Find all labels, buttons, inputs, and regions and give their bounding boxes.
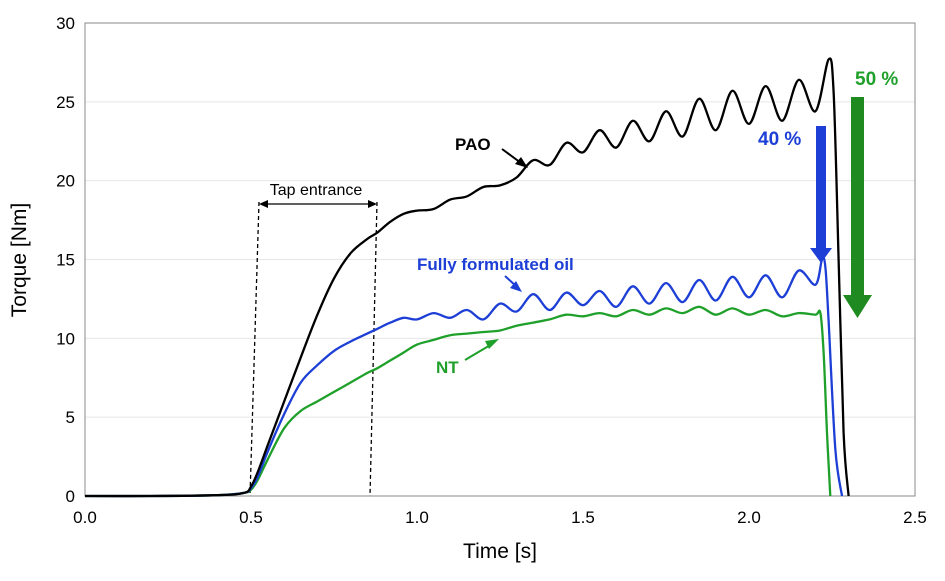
y-tick-label: 0 [66,487,75,506]
ffo-annotation: Fully formulated oil [417,255,574,292]
pao-label: PAO [455,135,491,154]
ffo-label: Fully formulated oil [417,255,574,274]
x-axis-title: Time [s] [463,540,537,563]
y-tick-label: 10 [56,329,75,348]
x-tick-label: 2.5 [903,508,927,527]
y-axis-title: Torque [Nm] [8,203,31,317]
series-line-nt [84,305,832,498]
x-tick-label: 2.0 [737,508,761,527]
reduction-40-arrow-shaft [816,126,826,250]
ffo-arrowhead [510,281,522,292]
y-tick-label: 5 [66,408,75,427]
reduction-50-annotation: 50 % [843,69,898,318]
reduction-50-arrowhead [843,295,872,318]
tap-entrance-arrowhead-left [259,200,268,208]
pao-arrowhead [515,157,528,168]
x-tick-label: 1.0 [405,508,429,527]
nt-arrowhead [485,339,499,349]
tap-entrance-right-dashed-line [369,201,378,497]
series-lines [84,57,850,498]
nt-label: NT [436,358,459,377]
y-tick-label: 15 [56,251,75,270]
reduction-40-annotation: 40 % [758,126,832,263]
series-line-fully-formulated-oil [84,256,844,498]
tap-entrance-annotation: Tap entrance [249,182,378,497]
plot-area-border [84,22,916,497]
x-tick-label: 0.5 [239,508,263,527]
reduction-50-arrow-shaft [851,97,864,297]
pao-arrow-line [501,148,522,164]
y-tick-label: 30 [56,14,75,33]
series-line-pao [84,57,850,498]
y-tick-label: 25 [56,93,75,112]
y-tick-labels: 0 5 10 15 20 25 30 [56,14,75,506]
x-tick-labels: 0.0 0.5 1.0 1.5 2.0 2.5 [73,508,927,527]
reduction-50-label: 50 % [855,69,898,90]
tap-entrance-arrowhead-right [368,200,377,208]
nt-arrow-line [464,343,493,361]
tap-entrance-left-dashed-line [249,201,260,497]
reduction-40-arrowhead [810,248,832,263]
tap-entrance-label: Tap entrance [270,182,363,199]
x-tick-label: 0.0 [73,508,97,527]
nt-annotation: NT [436,339,499,377]
reduction-40-label: 40 % [758,129,801,150]
pao-annotation: PAO [455,135,528,168]
grid-lines [85,22,915,418]
x-tick-label: 1.5 [571,508,595,527]
y-tick-label: 20 [56,172,75,191]
